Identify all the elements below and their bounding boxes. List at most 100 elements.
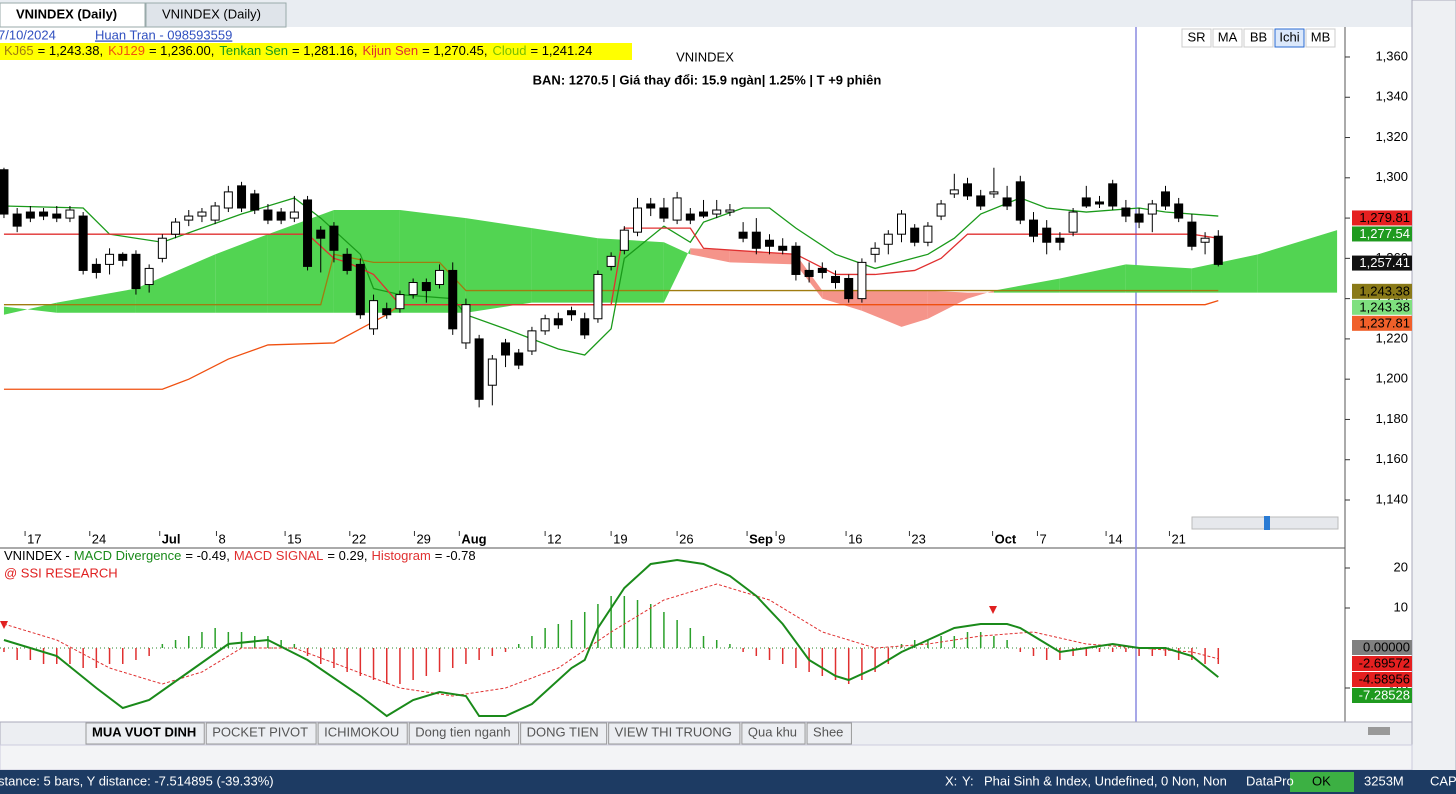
candle-body [52, 213, 62, 219]
sheet-tab-frame[interactable] [741, 722, 806, 745]
x-tick-label: 29 [416, 531, 430, 546]
y-tick-label: 1,200 [1375, 371, 1408, 386]
value-box-label: 0.00000 [1363, 639, 1410, 654]
candle-body [1081, 197, 1091, 207]
macd-legend: VNINDEX - MACD Divergence = -0.49, MACD SIG… [4, 548, 476, 563]
cloud-segment [861, 290, 902, 327]
cloud-segment [1257, 230, 1338, 293]
sheet-tab-frame[interactable] [806, 722, 852, 745]
sheet-tab-frame[interactable] [317, 722, 408, 745]
status-text: OK [1312, 773, 1331, 788]
tab-label[interactable]: VNINDEX (Daily) [162, 6, 261, 21]
candle-body [712, 209, 722, 215]
indicator-button-label[interactable]: BB [1250, 29, 1267, 44]
tab[interactable] [145, 2, 287, 28]
y-tick-label: 1,340 [1375, 89, 1408, 104]
value-box [1352, 210, 1412, 226]
legend-name: Kijun Sen [362, 43, 418, 58]
x-tick-label: 23 [911, 531, 925, 546]
sheet-tab-frame[interactable] [520, 722, 608, 745]
signal-line [3, 583, 1219, 697]
y-tick-label: 10 [1394, 599, 1408, 614]
candle-body [1015, 181, 1025, 221]
candle-body [699, 211, 709, 217]
candle-body [435, 269, 445, 286]
sheet-tab-frame[interactable] [85, 722, 205, 745]
cloud-segment [531, 228, 598, 303]
sheet-tab[interactable]: DONG TIEN [527, 724, 599, 739]
tab-label[interactable]: VNINDEX (Daily) [16, 6, 117, 21]
cloud-segment [465, 218, 532, 313]
indicator-button[interactable] [1305, 28, 1336, 48]
indicator-button-label[interactable]: Ichi [1279, 29, 1299, 44]
sheet-tab[interactable]: POCKET PIVOT [212, 724, 308, 739]
candle-body [1068, 211, 1078, 233]
sheet-tab[interactable]: MUA VUOT DINH [92, 724, 196, 739]
candle-body [474, 338, 484, 400]
x-tick-label: 12 [547, 531, 561, 546]
indicator-line [3, 300, 1219, 390]
candle-body [1094, 201, 1104, 205]
candle-body [276, 211, 286, 221]
sheet-tab[interactable]: Qua khu [748, 724, 797, 739]
candle-body [65, 209, 75, 219]
h-scroll[interactable] [1368, 727, 1390, 735]
sheet-tab[interactable]: Dong tien nganh [415, 724, 510, 739]
indicator-button[interactable] [1243, 28, 1274, 48]
cloud-segment [135, 254, 216, 313]
cloud-segment [993, 278, 1060, 293]
sheet-tab-frame[interactable] [608, 722, 741, 745]
indicator-button-label[interactable]: MA [1218, 29, 1238, 44]
legend-name: MACD Divergence [74, 548, 182, 563]
candle-body [870, 247, 880, 255]
candle-body [1147, 203, 1157, 215]
candle-body [897, 213, 907, 235]
legend-name: MACD SIGNAL [234, 548, 324, 563]
status-text: Y: [962, 773, 974, 788]
candle-body [487, 358, 497, 386]
cloud-segment [56, 288, 136, 313]
candle-body [342, 253, 352, 271]
x-tick-label: 16 [848, 531, 862, 546]
candle-body [1174, 203, 1184, 219]
candle-body [1042, 227, 1052, 243]
sheet-tab-frame[interactable] [408, 722, 520, 745]
candle-body [263, 209, 273, 221]
value-box-label: 1,243.38 [1359, 283, 1410, 298]
cloud-segment [967, 290, 994, 299]
value-box-label: -4.58956 [1359, 671, 1410, 686]
candle-body [949, 189, 959, 195]
legend-value: = 1,236.00, [149, 43, 214, 58]
candle-body [646, 203, 656, 209]
legend-value: = 1,270.45, [422, 43, 487, 58]
chart-subtitle: BAN: 1270.5 | Giá thay đổi: 15.9 ngàn| 1… [533, 72, 882, 87]
candle-body [329, 225, 339, 251]
legend-background [0, 43, 632, 60]
candle-body [289, 211, 299, 219]
indicator-button-label[interactable]: MB [1311, 29, 1331, 44]
x-tick-label: 22 [352, 531, 366, 546]
tab-active[interactable] [0, 2, 146, 28]
x-tick-label: 19 [613, 531, 627, 546]
status-text: X: [945, 773, 957, 788]
toolbar [0, 744, 1413, 771]
candle-body [593, 273, 603, 320]
sheet-tab[interactable]: ICHIMOKOU [324, 724, 399, 739]
candle-body [1187, 221, 1197, 247]
y-tick-label: 1,160 [1375, 451, 1408, 466]
candle-body [448, 269, 458, 330]
candle-body [78, 215, 88, 271]
candle-body [0, 169, 9, 215]
sheet-tab[interactable]: VIEW THI TRUONG [615, 724, 732, 739]
scroll-thumb[interactable] [1264, 516, 1270, 530]
indicator-button[interactable] [1212, 28, 1243, 48]
legend-value: = 0.29, [327, 548, 367, 563]
indicator-button[interactable] [1274, 28, 1305, 48]
legend-name: KJ65 [4, 43, 34, 58]
legend-value: = -0.78 [435, 548, 476, 563]
indicator-button[interactable] [1181, 28, 1212, 48]
sheet-tab[interactable]: Shee [813, 724, 843, 739]
sheet-tab-frame[interactable] [205, 722, 317, 745]
indicator-button-label[interactable]: SR [1187, 29, 1205, 44]
